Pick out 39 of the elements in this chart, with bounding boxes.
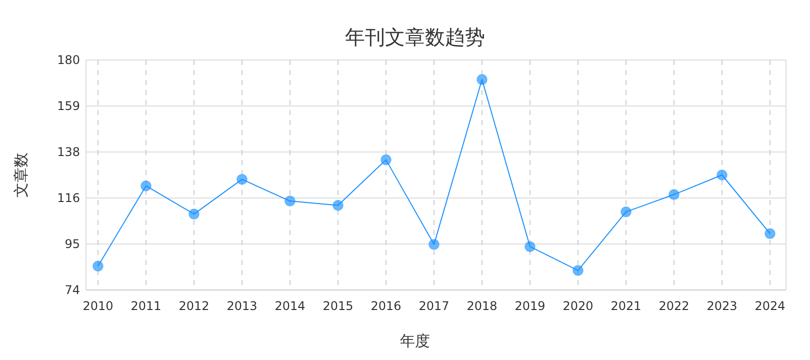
chart-title: 年刊文章数趋势	[345, 25, 485, 49]
x-tick-label: 2022	[658, 299, 690, 313]
x-tick-label: 2017	[418, 299, 450, 313]
point	[476, 74, 488, 86]
x-tick-label: 2012	[178, 299, 210, 313]
point	[716, 170, 728, 180]
point	[668, 189, 680, 200]
point	[92, 260, 104, 272]
x-axis-title: 年度	[400, 332, 430, 350]
x-tick-label: 2018	[466, 299, 498, 313]
y-tick-label: 74	[64, 283, 80, 298]
y-tick-label: 159	[57, 99, 80, 114]
point	[332, 200, 344, 211]
point	[380, 154, 392, 166]
point	[188, 208, 200, 220]
point	[524, 241, 536, 252]
point	[572, 264, 584, 276]
x-tick-label: 2020	[562, 299, 594, 313]
y-tick-label: 138	[57, 145, 80, 160]
x-tick-label: 2023	[706, 299, 738, 313]
point	[428, 238, 440, 250]
y-axis-title: 文章数	[12, 152, 30, 198]
y-tick-label: 116	[57, 191, 80, 206]
x-tick-label: 2021	[610, 299, 642, 313]
x-tick-label: 2019	[514, 299, 546, 313]
x-tick-label: 2010	[82, 299, 114, 313]
point	[140, 180, 152, 192]
x-tick-label: 2011	[130, 299, 162, 313]
x-tick-label: 2014	[274, 299, 306, 313]
x-tick-label: 2016	[370, 299, 402, 313]
x-tick-label: 2013	[226, 299, 258, 313]
y-tick-label: 180	[57, 53, 80, 68]
point	[236, 174, 248, 185]
x-tick-label: 2024	[754, 299, 786, 313]
y-tick-label: 95	[64, 237, 80, 252]
x-tick-label: 2015	[322, 299, 354, 313]
point	[764, 228, 776, 240]
point	[620, 206, 632, 218]
point	[284, 196, 296, 207]
